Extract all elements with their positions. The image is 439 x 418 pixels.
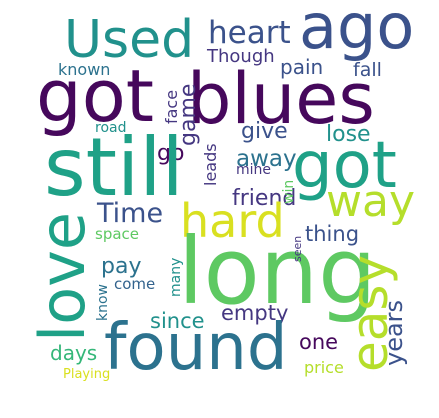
word-know: know (95, 284, 111, 321)
word-friend: friend (232, 186, 297, 211)
word-come: come (114, 275, 156, 293)
word-time: Time (97, 198, 164, 229)
word-found: found (104, 311, 288, 385)
word-long: long (178, 218, 377, 325)
word-give: give (241, 119, 288, 144)
word-road: road (95, 120, 127, 136)
word-thing: thing (305, 222, 360, 246)
word-away: away (236, 146, 297, 172)
word-way: way (326, 176, 415, 227)
word-go: go (157, 141, 185, 166)
word-though: Though (207, 46, 275, 67)
word-ago: ago (299, 0, 415, 63)
word-fall: fall (353, 59, 382, 81)
word-price: price (304, 358, 344, 377)
word-got-mid: got (292, 129, 397, 203)
word-space: space (95, 225, 140, 243)
word-pain: pain (280, 55, 324, 79)
word-since: since (150, 309, 205, 333)
word-heart: heart (208, 15, 291, 51)
word-many: many (168, 257, 184, 297)
word-pay: pay (101, 254, 142, 279)
word-days: days (50, 341, 98, 365)
word-game: game (176, 83, 201, 146)
word-playing: Playing (63, 367, 111, 382)
word-still: still (44, 121, 184, 214)
word-one: one (299, 330, 339, 354)
word-mine: mine (236, 162, 272, 178)
word-years: years (380, 299, 408, 366)
word-face: face (162, 89, 181, 124)
word-used: Used (64, 10, 195, 70)
word-seen: seen (291, 235, 304, 262)
word-win: win (281, 179, 297, 204)
word-empty: empty (221, 301, 289, 325)
word-love: love (26, 212, 99, 342)
word-lose: lose (326, 122, 371, 147)
word-got-top: got (36, 54, 154, 138)
word-known: known (58, 60, 111, 79)
word-hard: hard (180, 194, 285, 248)
word-blues: blues (187, 58, 375, 140)
word-leads: leads (201, 143, 220, 186)
